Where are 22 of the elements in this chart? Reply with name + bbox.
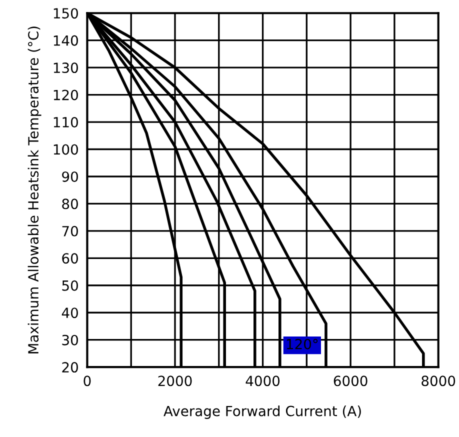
y-tick-label: 120 bbox=[54, 90, 78, 100]
x-tick-label: 0 bbox=[84, 376, 91, 386]
y-tick-label: 20 bbox=[62, 362, 78, 373]
y-tick-label: 80 bbox=[62, 198, 78, 210]
x-tick-label: 4000 bbox=[246, 376, 280, 386]
y-tick-label: 50 bbox=[62, 280, 78, 291]
y-tick-label: 30 bbox=[62, 334, 78, 346]
x-tick-label: 2000 bbox=[158, 376, 192, 386]
annotation: 120° bbox=[286, 338, 318, 350]
y-tick-label: 40 bbox=[62, 308, 78, 318]
x-axis-title: Average Forward Current (A) bbox=[164, 406, 361, 419]
y-tick-label: 90 bbox=[62, 171, 78, 182]
y-tick-label: 130 bbox=[54, 62, 78, 74]
y-tick-label: 70 bbox=[62, 226, 78, 236]
y-tick-label: 100 bbox=[54, 144, 78, 155]
y-tick-label: 60 bbox=[62, 253, 78, 264]
y-axis-title: Maximum Allowable Heatsink Temperature (°C) bbox=[28, 26, 42, 354]
x-tick-label: 6000 bbox=[334, 376, 368, 386]
y-tick-label: 110 bbox=[54, 116, 78, 128]
y-tick-label: 140 bbox=[54, 35, 78, 46]
y-tick-label: 150 bbox=[54, 8, 78, 19]
x-tick-label: 8000 bbox=[422, 376, 456, 386]
